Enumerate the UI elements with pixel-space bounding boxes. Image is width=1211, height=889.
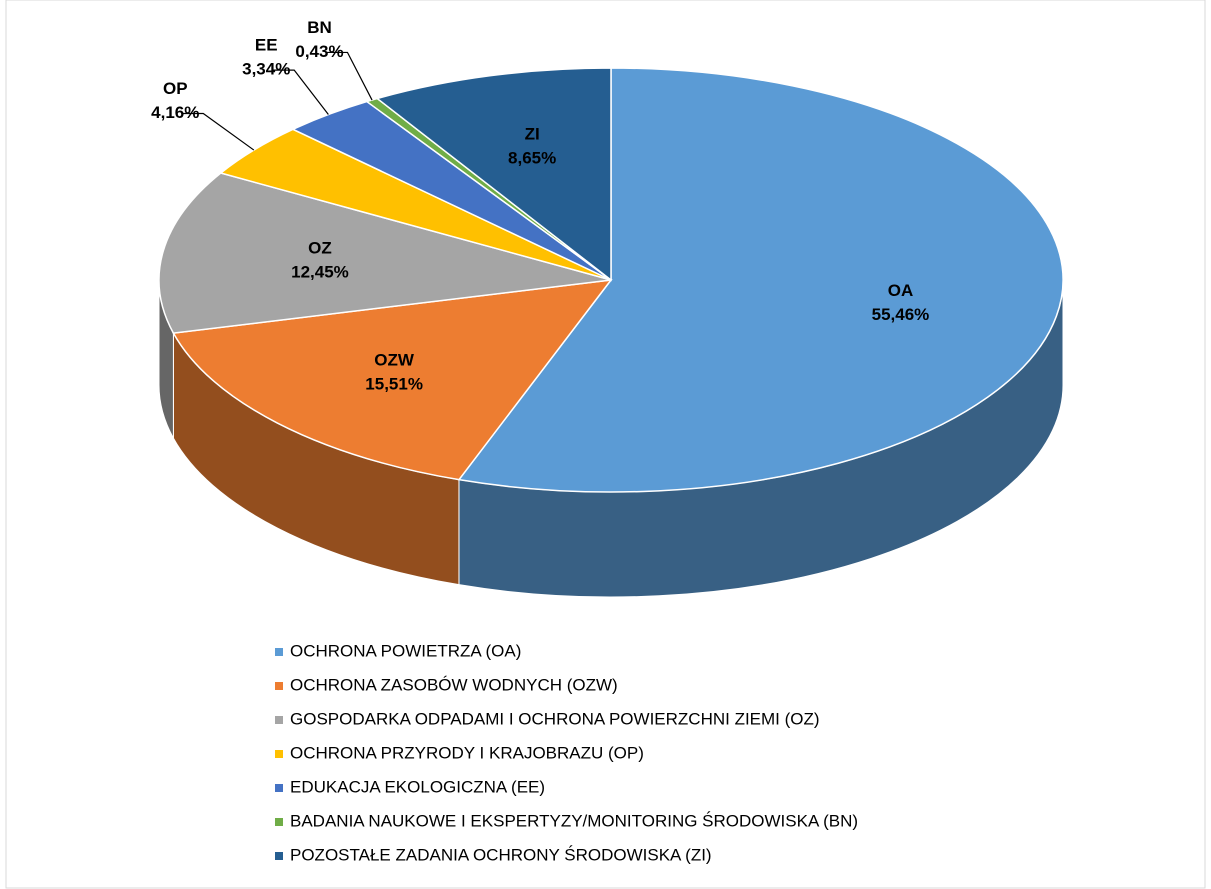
slice-category-label: OZ bbox=[308, 239, 332, 258]
slice bbox=[158, 172, 612, 334]
slice-value-label: 55,46% bbox=[872, 305, 930, 324]
slice-value-label: 0,43% bbox=[295, 42, 343, 61]
legend-label: BADANIA NAUKOWE I EKSPERTYZY/MONITORING … bbox=[290, 811, 858, 830]
leader-line bbox=[272, 69, 329, 115]
legend-swatch bbox=[275, 648, 283, 656]
slice-value-label: 8,65% bbox=[508, 149, 556, 168]
legend-swatch bbox=[275, 852, 283, 860]
legend-label: OCHRONA ZASOBÓW WODNYCH (OZW) bbox=[290, 675, 618, 694]
slice-category-label: ZI bbox=[525, 125, 540, 144]
slice-category-label: OZW bbox=[374, 350, 415, 369]
slice-value-label: 3,34% bbox=[242, 60, 290, 79]
slice-value-label: 12,45% bbox=[291, 263, 349, 282]
slice-category-label: OA bbox=[888, 281, 914, 300]
slice-value-label: 15,51% bbox=[365, 374, 423, 393]
legend-label: POZOSTAŁE ZADANIA OCHRONY ŚRODOWISKA (ZI… bbox=[290, 845, 712, 864]
legend-label: OCHRONA PRZYRODY I KRAJOBRAZU (OP) bbox=[290, 743, 644, 762]
leader-line bbox=[181, 112, 255, 151]
slice bbox=[172, 279, 613, 481]
slice-value-label: 4,16% bbox=[151, 103, 199, 122]
legend-swatch bbox=[275, 750, 283, 758]
legend-swatch bbox=[275, 682, 283, 690]
legend-label: GOSPODARKA ODPADAMI I OCHRONA POWIERZCHN… bbox=[290, 709, 820, 728]
slice-category-label: EE bbox=[255, 36, 278, 55]
slice-category-label: BN bbox=[307, 18, 332, 37]
legend-swatch bbox=[275, 818, 283, 826]
legend-swatch bbox=[275, 716, 283, 724]
legend-label: EDUKACJA EKOLOGICZNA (EE) bbox=[290, 777, 545, 796]
slice-category-label: OP bbox=[163, 79, 188, 98]
legend-swatch bbox=[275, 784, 283, 792]
legend-label: OCHRONA POWIETRZA (OA) bbox=[290, 641, 521, 660]
slice bbox=[457, 67, 1064, 493]
slice bbox=[375, 67, 612, 282]
leader-line bbox=[325, 51, 373, 101]
